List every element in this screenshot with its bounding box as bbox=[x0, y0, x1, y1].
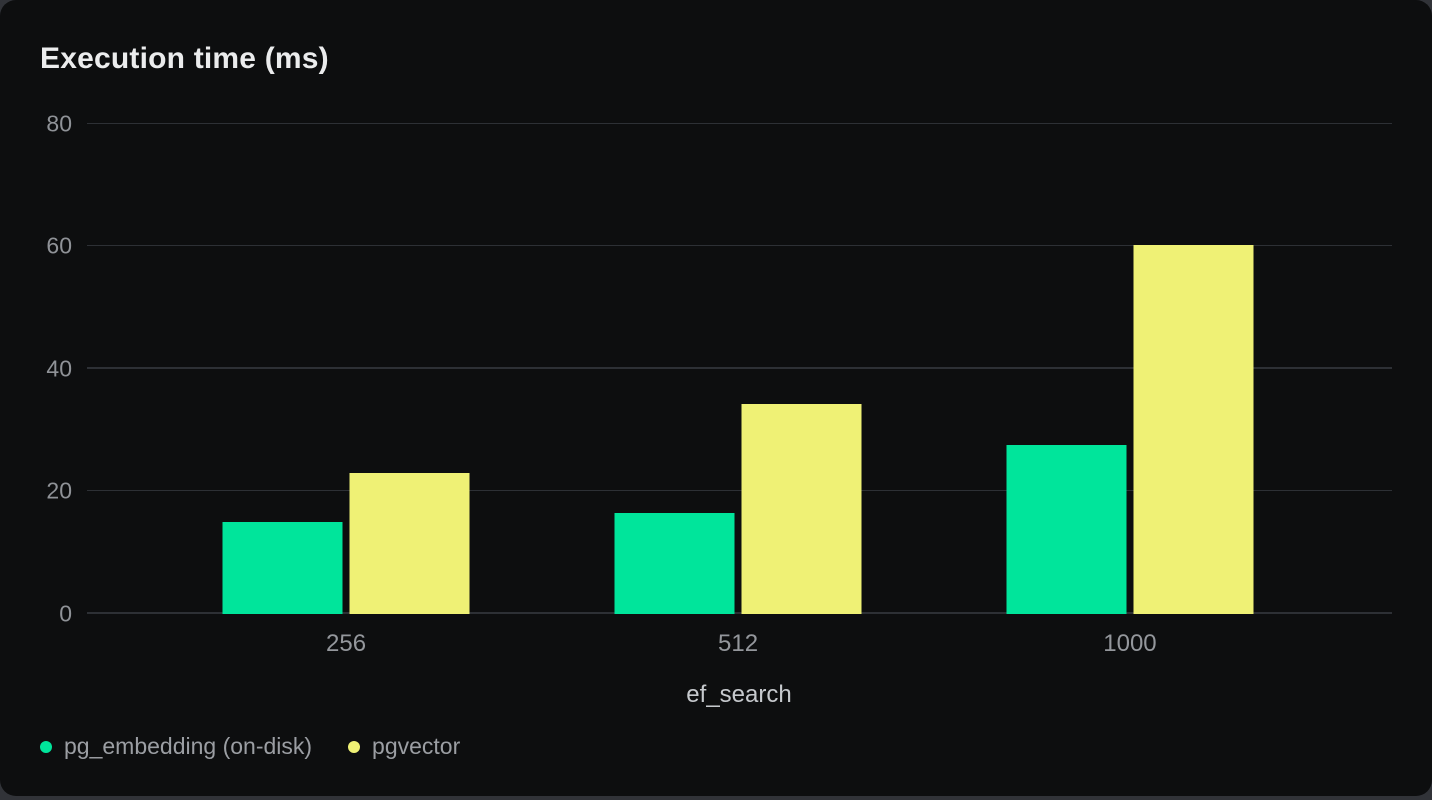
x-tick-label-1000: 1000 bbox=[1103, 630, 1157, 657]
chart-title: Execution time (ms) bbox=[40, 42, 329, 75]
bar-pgvector-1000 bbox=[1133, 244, 1254, 614]
gridline-y-80 bbox=[87, 122, 1392, 124]
legend-dot-icon bbox=[40, 740, 52, 753]
x-tick-label-512: 512 bbox=[718, 630, 759, 657]
y-axis: 0 20 40 60 80 bbox=[0, 111, 72, 627]
plot-area bbox=[87, 122, 1392, 614]
x-tick-label-256: 256 bbox=[326, 630, 367, 657]
bar-pg-embedding-on-disk--1000 bbox=[1006, 444, 1127, 614]
bar-group-256 bbox=[222, 472, 470, 614]
bar-pg-embedding-on-disk--256 bbox=[222, 521, 343, 614]
gridline-y-60 bbox=[87, 244, 1392, 247]
y-tick-label-40: 40 bbox=[46, 355, 72, 382]
x-axis-title: ef_search bbox=[686, 681, 792, 708]
y-tick-label-0: 0 bbox=[59, 600, 72, 626]
legend-dot-icon bbox=[348, 740, 361, 753]
bar-pgvector-512 bbox=[741, 403, 862, 614]
bar-pgvector-256 bbox=[349, 472, 470, 614]
bar-group-1000 bbox=[1006, 244, 1254, 614]
legend: pg_embedding (on-disk) pgvector bbox=[40, 733, 460, 760]
legend-label: pgvector bbox=[372, 733, 461, 759]
bar-group-512 bbox=[614, 403, 862, 614]
gridline-y-0 bbox=[87, 612, 1392, 614]
legend-label: pg_embedding (on-disk) bbox=[64, 733, 313, 759]
legend-item-pg-embedding-on-disk-: pg_embedding (on-disk) bbox=[40, 733, 312, 760]
bar-pg-embedding-on-disk--512 bbox=[614, 513, 735, 614]
y-tick-label-20: 20 bbox=[46, 477, 72, 504]
gridline-y-20 bbox=[87, 489, 1392, 492]
y-tick-label-80: 80 bbox=[46, 110, 72, 137]
y-tick-label-60: 60 bbox=[46, 232, 72, 259]
gridline-y-40 bbox=[87, 367, 1392, 369]
legend-item-pgvector: pgvector bbox=[348, 733, 460, 760]
